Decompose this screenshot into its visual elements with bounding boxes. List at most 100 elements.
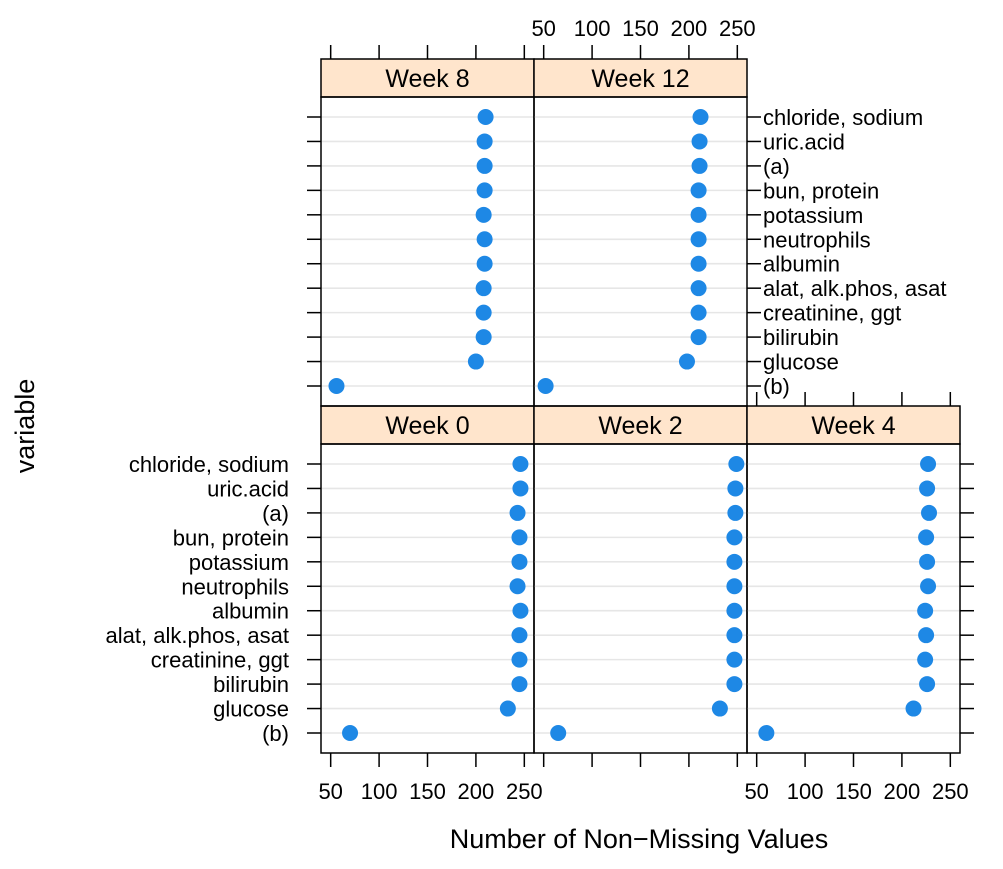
point-week-2-potassium (726, 553, 743, 570)
point-week-8-alat-alk-phos-asat (475, 280, 492, 297)
point-week-0-creatinine-ggt (511, 651, 528, 668)
point-week-8-glucose (467, 353, 484, 370)
x-tick-label-bottom-c0-100: 100 (361, 779, 398, 804)
point-week-8-b (328, 378, 345, 394)
y-tick-label-bun-protein: bun, protein (763, 178, 879, 203)
point-week-8-chloride-sodium (477, 109, 494, 125)
strip-label-week-2: Week 2 (598, 412, 682, 440)
strip-label-week-8: Week 8 (385, 65, 469, 93)
strip-label-week-4: Week 4 (811, 412, 895, 440)
point-week-8-albumin (476, 255, 493, 272)
y-tick-label-bun-protein: bun, protein (173, 525, 289, 550)
point-week-0-alat-alk-phos-asat (511, 627, 528, 644)
point-week-0-bun-protein (511, 529, 528, 546)
point-week-2-bun-protein (726, 529, 743, 546)
panel-border-week-8 (320, 96, 535, 407)
point-week-8-bilirubin (475, 329, 492, 346)
y-tick-label-uric-acid: uric.acid (763, 129, 845, 154)
point-week-2-albumin (726, 602, 743, 619)
x-tick-label-top-c1-200: 200 (671, 16, 708, 41)
point-week-4-bilirubin (919, 676, 936, 693)
point-week-0-a (509, 504, 526, 521)
point-week-2-bilirubin (726, 676, 743, 693)
y-tick-label-creatinine-ggt: creatinine, ggt (763, 301, 901, 326)
point-week-12-a (691, 157, 708, 174)
point-week-12-alat-alk-phos-asat (690, 280, 707, 297)
y-tick-label-neutrophils: neutrophils (181, 574, 289, 599)
x-tick-label-top-c1-100: 100 (574, 16, 611, 41)
x-tick-label-bottom-c0-50: 50 (318, 779, 342, 804)
x-tick-label-bottom-c0-150: 150 (409, 779, 446, 804)
y-tick-label-potassium: potassium (763, 203, 863, 228)
y-tick-label-alat-alk-phos-asat: alat, alk.phos, asat (763, 276, 946, 301)
strip-label-week-0: Week 0 (385, 412, 469, 440)
point-week-4-bun-protein (918, 529, 935, 546)
point-week-4-a (921, 504, 938, 521)
strip-week-4 (746, 405, 961, 445)
point-week-12-bun-protein (690, 182, 707, 199)
point-week-12-chloride-sodium (692, 109, 709, 125)
x-axis-title: Number of Non−Missing Values (450, 824, 828, 854)
point-week-0-glucose (499, 700, 516, 717)
point-week-12-neutrophils (690, 231, 707, 248)
point-week-2-b (550, 725, 567, 741)
point-week-8-uric-acid (476, 133, 493, 150)
point-week-4-potassium (919, 553, 936, 570)
point-week-4-creatinine-ggt (917, 651, 934, 668)
x-tick-label-bottom-c2-150: 150 (835, 779, 872, 804)
y-tick-label-potassium: potassium (189, 550, 289, 575)
strip-week-8 (320, 58, 535, 98)
point-week-0-bilirubin (511, 676, 528, 693)
point-week-12-potassium (690, 206, 707, 223)
y-tick-label-creatinine-ggt: creatinine, ggt (151, 648, 289, 673)
point-week-0-b (342, 725, 359, 741)
strip-week-12 (533, 58, 748, 98)
point-week-12-uric-acid (691, 133, 708, 150)
y-tick-label-alat-alk-phos-asat: alat, alk.phos, asat (106, 623, 289, 648)
point-week-12-b (537, 378, 554, 394)
y-tick-label-b: (b) (262, 721, 289, 746)
point-week-2-glucose (711, 700, 728, 717)
y-tick-label-albumin: albumin (212, 599, 289, 624)
point-week-8-a (476, 157, 493, 174)
point-week-0-chloride-sodium (512, 456, 529, 472)
point-week-0-uric-acid (512, 480, 529, 497)
point-week-0-potassium (511, 553, 528, 570)
strip-label-week-12: Week 12 (591, 65, 689, 93)
point-week-4-uric-acid (919, 480, 936, 497)
point-week-2-creatinine-ggt (726, 651, 743, 668)
point-week-4-albumin (917, 602, 934, 619)
x-tick-label-bottom-c2-50: 50 (744, 779, 768, 804)
panel-border-week-12 (533, 96, 748, 407)
y-tick-label-glucose: glucose (213, 697, 289, 722)
point-week-4-chloride-sodium (920, 456, 937, 472)
point-week-12-albumin (690, 255, 707, 272)
point-week-2-a (727, 504, 744, 521)
point-week-12-glucose (678, 353, 695, 370)
x-tick-label-bottom-c0-200: 200 (458, 779, 495, 804)
y-tick-label-bilirubin: bilirubin (213, 672, 289, 697)
y-tick-label-albumin: albumin (763, 252, 840, 277)
strip-week-0 (320, 405, 535, 445)
x-tick-label-bottom-c2-100: 100 (787, 779, 824, 804)
x-tick-label-top-c1-50: 50 (531, 16, 555, 41)
y-tick-label-b: (b) (763, 374, 790, 399)
x-tick-label-top-c1-250: 250 (719, 16, 756, 41)
point-week-2-neutrophils (726, 578, 743, 595)
x-tick-label-bottom-c2-200: 200 (884, 779, 921, 804)
x-tick-label-bottom-c0-250: 250 (506, 779, 543, 804)
point-week-8-creatinine-ggt (475, 304, 492, 321)
point-week-4-alat-alk-phos-asat (918, 627, 935, 644)
point-week-8-bun-protein (476, 182, 493, 199)
point-week-2-chloride-sodium (728, 456, 745, 472)
y-tick-label-chloride-sodium: chloride, sodium (129, 452, 289, 477)
point-week-2-uric-acid (727, 480, 744, 497)
point-week-2-alat-alk-phos-asat (726, 627, 743, 644)
point-week-8-potassium (475, 206, 492, 223)
y-axis-title: variable (10, 379, 40, 474)
y-tick-label-a: (a) (763, 154, 790, 179)
point-week-12-bilirubin (690, 329, 707, 346)
y-tick-label-chloride-sodium: chloride, sodium (763, 105, 923, 130)
